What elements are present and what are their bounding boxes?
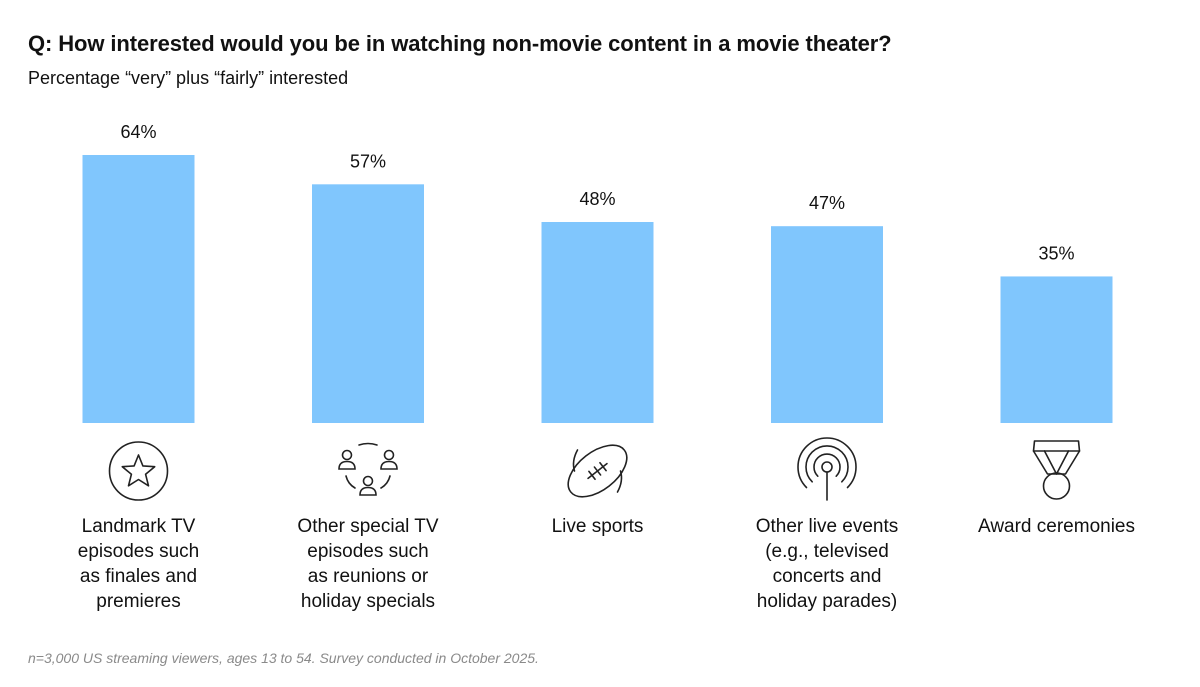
data-label-1: 64%: [120, 122, 156, 142]
category-label-5: Award ceremonies: [978, 516, 1135, 537]
category-label-4: Other live events (e.g., televised concert…: [756, 516, 899, 612]
bar-4: [771, 226, 883, 423]
bar-5: [1000, 276, 1113, 423]
bar-2: [312, 184, 424, 423]
data-label-5: 35%: [1038, 243, 1074, 263]
category-label-1: Landmark TV episodes such as finales and pr…: [78, 516, 199, 612]
football-icon: [567, 444, 628, 498]
broadcast-antenna-icon: [797, 437, 857, 501]
medal-icon: [1032, 440, 1081, 500]
chart-title: Q: How interested would you be in watchi…: [28, 31, 892, 56]
bar-1: [82, 155, 195, 423]
bar-chart: 64% Landmark TV episodes such as finales an…: [78, 122, 1135, 612]
category-label-2: Other special TV episodes such as reunions…: [297, 516, 438, 612]
bar-3: [541, 222, 654, 423]
star-icon: [108, 441, 169, 501]
category-label-3: Live sports: [552, 516, 644, 537]
chart-subtitle: Percentage “very” plus “fairly” interest…: [28, 68, 349, 88]
data-label-3: 48%: [579, 189, 615, 209]
data-label-4: 47%: [809, 193, 845, 213]
footnote: n=3,000 US streaming viewers, ages 13 to…: [28, 650, 539, 666]
data-label-2: 57%: [350, 151, 386, 171]
people-group-icon: [338, 442, 398, 496]
